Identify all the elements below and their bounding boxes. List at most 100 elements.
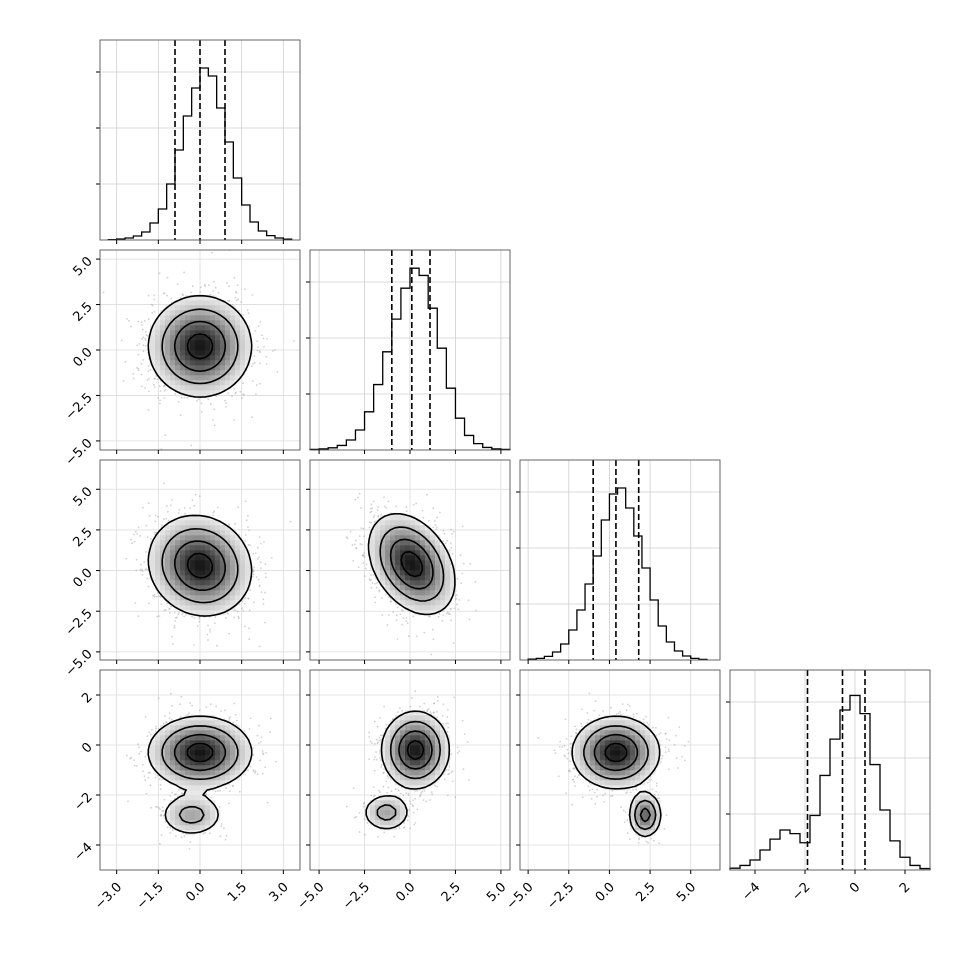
scatter-point xyxy=(147,365,150,368)
scatter-point xyxy=(365,563,368,566)
density-cell xyxy=(155,345,161,351)
density-cell xyxy=(230,335,236,341)
density-cell xyxy=(155,365,161,371)
scatter-point xyxy=(442,614,445,616)
scatter-point xyxy=(173,612,176,614)
density-cell xyxy=(215,535,221,541)
scatter-point xyxy=(157,397,160,399)
density-cell xyxy=(225,355,231,361)
scatter-point xyxy=(142,350,145,353)
density-cell xyxy=(185,380,191,386)
scatter-point xyxy=(181,612,184,615)
density-cell xyxy=(190,555,196,561)
density-cell xyxy=(380,570,386,576)
density-cell xyxy=(195,350,201,356)
density-cell xyxy=(220,300,226,306)
density-cell xyxy=(155,340,161,346)
density-cell xyxy=(190,305,196,311)
density-cell xyxy=(215,555,221,561)
density-cell xyxy=(195,385,201,391)
density-cell xyxy=(190,325,196,331)
density-cell xyxy=(205,370,211,376)
density-cell xyxy=(195,580,201,586)
scatter-point xyxy=(234,392,237,395)
density-cell xyxy=(185,550,191,556)
scatter-point xyxy=(256,340,258,342)
scatter-point xyxy=(259,362,261,365)
density-cell xyxy=(155,550,161,556)
scatter-point xyxy=(258,536,261,538)
density-cell xyxy=(240,570,246,576)
scatter-point xyxy=(120,339,123,342)
density-cell xyxy=(200,295,206,301)
scatter-point xyxy=(165,517,168,520)
scatter-point xyxy=(437,615,440,618)
scatter-point xyxy=(244,625,246,628)
density-cell xyxy=(205,525,211,531)
scatter-point xyxy=(159,399,162,402)
scatter-point xyxy=(228,523,230,526)
density-cell xyxy=(190,375,196,381)
scatter-point xyxy=(147,585,150,588)
density-cell xyxy=(210,525,216,531)
density-cell xyxy=(165,575,171,581)
density-cell xyxy=(210,340,216,346)
scatter-point xyxy=(395,614,398,617)
scatter-point xyxy=(248,627,250,630)
scatter-point xyxy=(189,507,192,510)
scatter-point xyxy=(451,533,453,535)
density-cell xyxy=(160,355,166,361)
density-cell xyxy=(375,540,381,546)
density-cell xyxy=(210,350,216,356)
density-cell xyxy=(225,375,231,381)
scatter-point xyxy=(252,568,255,571)
density-cell xyxy=(215,580,221,586)
density-cell xyxy=(160,320,166,326)
scatter-point xyxy=(165,608,167,611)
scatter-point xyxy=(176,616,178,619)
density-cell xyxy=(235,360,241,366)
scatter-point xyxy=(165,505,168,508)
histogram-step xyxy=(309,267,511,451)
density-cell xyxy=(225,330,231,336)
density-cell xyxy=(210,315,216,321)
scatter-point xyxy=(167,519,170,522)
scatter-point xyxy=(351,544,354,546)
density-cell xyxy=(155,355,161,361)
density-cell xyxy=(170,560,176,566)
scatter-point xyxy=(170,297,173,300)
density-cell xyxy=(180,345,186,351)
density-cell xyxy=(210,535,216,541)
density-cell xyxy=(175,360,181,366)
density-cell xyxy=(180,530,186,536)
density-cell xyxy=(200,330,206,336)
scatter-point xyxy=(206,633,209,636)
scatter-point xyxy=(259,321,262,323)
density-cell xyxy=(185,525,191,531)
scatter-point xyxy=(124,360,127,363)
scatter-point xyxy=(256,558,259,560)
scatter-point xyxy=(255,393,257,395)
density-cell xyxy=(185,595,191,601)
density-cell xyxy=(170,385,176,391)
density-cell xyxy=(230,320,236,326)
density-cell xyxy=(215,575,221,581)
scatter-point xyxy=(153,531,156,534)
density-cell xyxy=(205,590,211,596)
density-cell xyxy=(200,335,206,341)
scatter-point xyxy=(160,603,163,605)
scatter-point xyxy=(381,614,384,616)
scatter-point xyxy=(146,335,149,337)
scatter-point xyxy=(144,337,147,340)
density-cell xyxy=(195,520,201,526)
scatter-point xyxy=(162,385,165,388)
density-cell xyxy=(230,535,236,541)
density-cell xyxy=(150,335,156,341)
scatter-point xyxy=(213,408,216,411)
density-cell xyxy=(180,525,186,531)
density-cell xyxy=(380,575,386,581)
density-cell xyxy=(200,370,206,376)
density-cell xyxy=(180,315,186,321)
scatter-point xyxy=(204,285,206,287)
density-cell xyxy=(165,335,171,341)
